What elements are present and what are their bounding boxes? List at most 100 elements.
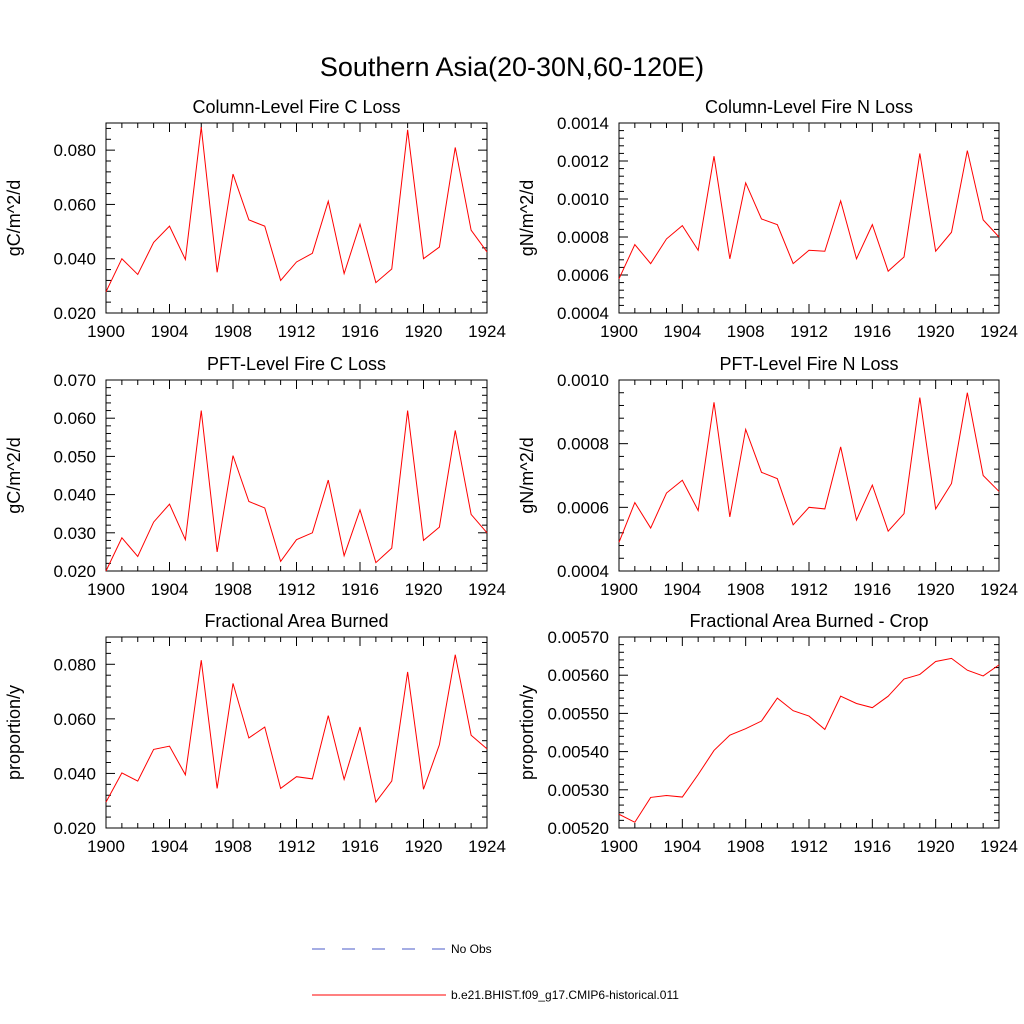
series-line xyxy=(618,657,1000,823)
x-tick-label: 1912 xyxy=(278,580,316,599)
figure-title: Southern Asia(20-30N,60-120E) xyxy=(320,52,704,82)
x-tick-label: 1900 xyxy=(87,322,125,341)
y-tick-label: 0.020 xyxy=(53,562,96,581)
x-tick-label: 1912 xyxy=(278,837,316,856)
chart-panel: 1900 1904 1908 1912 1916 1920 1924 0.0004 0.0006… xyxy=(517,97,1018,341)
y-tick-label: 0.030 xyxy=(53,524,96,543)
x-tick-label: 1924 xyxy=(980,580,1018,599)
y-tick-label: 0.070 xyxy=(53,371,96,390)
x-tick-label: 1912 xyxy=(790,580,828,599)
y-tick-label: 0.060 xyxy=(53,710,96,729)
y-tick-label: 0.040 xyxy=(53,250,96,269)
chart-panel: 1900 1904 1908 1912 1916 1920 1924 0.0004 0.0006… xyxy=(517,354,1018,599)
y-tick-label: 0.080 xyxy=(53,655,96,674)
chart-panels: 1900 1904 1908 1912 1916 1920 1924 0.020 0.040 0.… xyxy=(4,97,1018,856)
plot-frame xyxy=(618,122,1000,314)
x-tick-label: 1900 xyxy=(600,322,638,341)
x-tick-label: 1916 xyxy=(341,322,379,341)
x-tick-label: 1908 xyxy=(214,322,252,341)
y-tick-label: 0.020 xyxy=(53,819,96,838)
x-tick-label: 1900 xyxy=(600,837,638,856)
series-line xyxy=(618,392,1000,543)
series-line xyxy=(105,654,488,804)
y-tick-label: 0.0004 xyxy=(557,562,609,581)
plot-frame xyxy=(105,122,488,314)
y-axis-label: gN/m^2/d xyxy=(517,180,537,256)
plot-frame xyxy=(105,379,488,572)
x-tick-label: 1908 xyxy=(214,580,252,599)
y-tick-label: 0.00520 xyxy=(548,819,609,838)
x-tick-label: 1912 xyxy=(790,322,828,341)
y-axis-label: gC/m^2/d xyxy=(4,180,24,256)
x-tick-label: 1900 xyxy=(600,580,638,599)
x-tick-label: 1904 xyxy=(151,580,189,599)
x-tick-label: 1920 xyxy=(917,580,955,599)
x-tick-label: 1920 xyxy=(405,322,443,341)
x-tick-label: 1908 xyxy=(727,322,765,341)
y-tick-label: 0.0006 xyxy=(557,498,609,517)
x-tick-label: 1916 xyxy=(853,580,891,599)
y-tick-label: 0.0004 xyxy=(557,304,609,323)
y-tick-label: 0.0006 xyxy=(557,266,609,285)
legend-label: b.e21.BHIST.f09_g17.CMIP6-historical.011 xyxy=(451,988,679,1002)
y-axis-label: proportion/y xyxy=(4,685,24,780)
x-tick-label: 1924 xyxy=(468,580,506,599)
y-tick-label: 0.00550 xyxy=(548,704,609,723)
chart-panel: 1900 1904 1908 1912 1916 1920 1924 0.020 0.040 0.… xyxy=(4,97,506,341)
x-tick-label: 1904 xyxy=(151,322,189,341)
x-tick-label: 1900 xyxy=(87,837,125,856)
x-tick-label: 1900 xyxy=(87,580,125,599)
x-tick-label: 1904 xyxy=(151,837,189,856)
y-tick-label: 0.040 xyxy=(53,764,96,783)
panel-title: Column-Level Fire N Loss xyxy=(705,97,913,117)
x-tick-label: 1920 xyxy=(405,580,443,599)
y-axis-label: gN/m^2/d xyxy=(517,437,537,513)
x-tick-label: 1924 xyxy=(980,837,1018,856)
x-tick-label: 1920 xyxy=(405,837,443,856)
chart-panel: 1900 1904 1908 1912 1916 1920 1924 0.00520 0.005… xyxy=(517,611,1018,856)
x-tick-label: 1924 xyxy=(468,322,506,341)
y-axis-label: proportion/y xyxy=(517,685,537,780)
y-tick-label: 0.0012 xyxy=(557,152,609,171)
x-tick-label: 1908 xyxy=(214,837,252,856)
x-tick-label: 1920 xyxy=(917,322,955,341)
y-tick-label: 0.040 xyxy=(53,486,96,505)
chart-panel: 1900 1904 1908 1912 1916 1920 1924 0.020 0.030 0.… xyxy=(4,354,506,599)
x-tick-label: 1908 xyxy=(727,580,765,599)
y-tick-label: 0.050 xyxy=(53,447,96,466)
panel-title: Fractional Area Burned - Crop xyxy=(689,611,928,631)
panel-title: PFT-Level Fire C Loss xyxy=(207,354,386,374)
y-tick-label: 0.0008 xyxy=(557,435,609,454)
x-tick-label: 1916 xyxy=(341,837,379,856)
plot-frame xyxy=(618,636,1000,829)
plot-frame xyxy=(105,636,488,829)
panel-title: Fractional Area Burned xyxy=(204,611,388,631)
x-tick-label: 1912 xyxy=(278,322,316,341)
panel-title: PFT-Level Fire N Loss xyxy=(719,354,898,374)
y-tick-label: 0.060 xyxy=(53,409,96,428)
legend-label: No Obs xyxy=(451,942,492,956)
y-tick-label: 0.080 xyxy=(53,141,96,160)
x-tick-label: 1904 xyxy=(663,580,701,599)
series-line xyxy=(105,127,488,293)
y-tick-label: 0.0008 xyxy=(557,228,609,247)
y-tick-label: 0.0010 xyxy=(557,371,609,390)
y-tick-label: 0.0010 xyxy=(557,190,609,209)
y-tick-label: 0.00540 xyxy=(548,743,609,762)
y-tick-label: 0.00570 xyxy=(548,628,609,647)
panel-title: Column-Level Fire C Loss xyxy=(192,97,400,117)
x-tick-label: 1904 xyxy=(663,837,701,856)
y-tick-label: 0.060 xyxy=(53,195,96,214)
x-tick-label: 1916 xyxy=(853,837,891,856)
y-tick-label: 0.0014 xyxy=(557,114,609,133)
plot-frame xyxy=(618,379,1000,572)
x-tick-label: 1916 xyxy=(853,322,891,341)
series-line xyxy=(618,150,1000,280)
y-tick-label: 0.00530 xyxy=(548,781,609,800)
x-tick-label: 1912 xyxy=(790,837,828,856)
x-tick-label: 1916 xyxy=(341,580,379,599)
x-tick-label: 1920 xyxy=(917,837,955,856)
y-tick-label: 0.020 xyxy=(53,304,96,323)
x-tick-label: 1904 xyxy=(663,322,701,341)
